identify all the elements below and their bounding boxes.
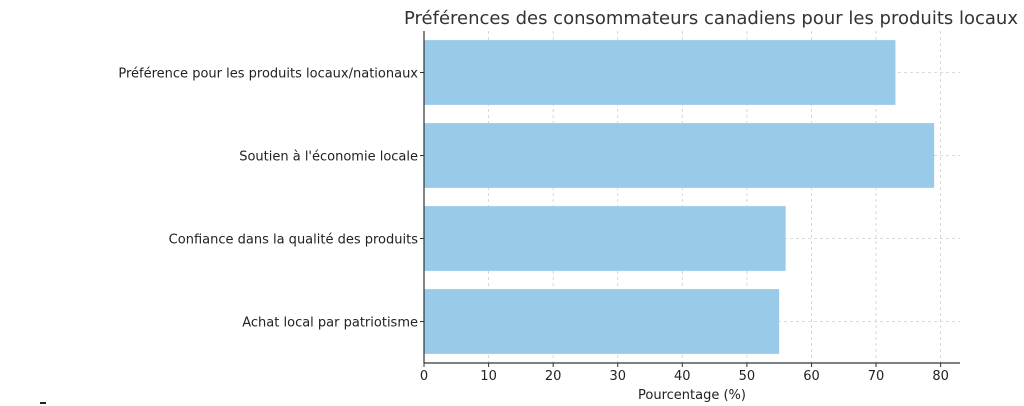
x-axis-title: Pourcentage (%) bbox=[638, 388, 746, 403]
category-label: Soutien à l'économie locale bbox=[239, 150, 418, 165]
x-tick-label: 60 bbox=[803, 369, 820, 384]
x-tick-label: 10 bbox=[480, 369, 497, 384]
category-label: Achat local par patriotisme bbox=[242, 316, 418, 331]
category-labels: Préférence pour les produits locaux/nati… bbox=[118, 67, 424, 331]
x-tick-label: 50 bbox=[739, 369, 756, 384]
bars bbox=[424, 40, 935, 354]
bar bbox=[424, 206, 786, 271]
bar bbox=[424, 123, 935, 188]
chart-title: Préférences des consommateurs canadiens … bbox=[404, 8, 1018, 29]
bar bbox=[424, 289, 780, 354]
x-tick-label: 30 bbox=[609, 369, 626, 384]
x-tick-label: 40 bbox=[674, 369, 691, 384]
bar bbox=[424, 40, 896, 105]
x-tick-label: 70 bbox=[868, 369, 885, 384]
category-label: Confiance dans la qualité des produits bbox=[169, 233, 419, 248]
x-tick-label: 80 bbox=[932, 369, 949, 384]
x-tick-label: 0 bbox=[420, 369, 428, 384]
axes bbox=[423, 31, 960, 364]
x-tick-label: 20 bbox=[545, 369, 562, 384]
stray-dash-mark bbox=[40, 402, 46, 404]
x-axis-ticks: 0 10 20 30 40 50 60 70 80 bbox=[420, 363, 949, 384]
category-label: Préférence pour les produits locaux/nati… bbox=[118, 67, 418, 82]
